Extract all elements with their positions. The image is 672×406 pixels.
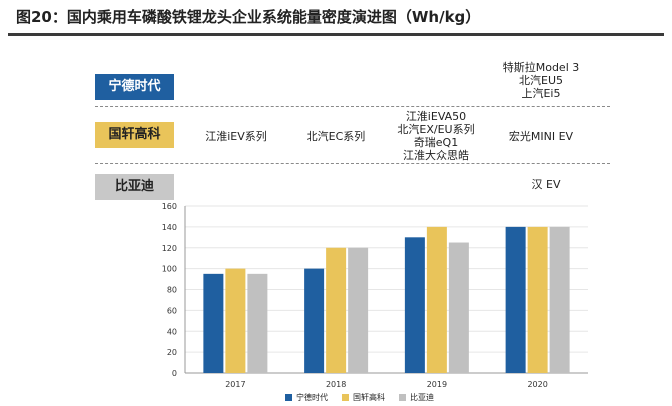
y-tick-label: 20	[167, 348, 177, 357]
legend-label: 宁德时代	[296, 393, 328, 402]
bar	[348, 247, 369, 373]
y-tick-label: 0	[172, 369, 177, 378]
annotation-line: 北汽EU5	[519, 74, 563, 87]
legend-label: 比亚迪	[410, 393, 434, 402]
annotation-line: 江淮iEVA50	[405, 110, 467, 123]
annotation-gx-2017: 江淮iEV系列	[196, 130, 276, 143]
band-gx: 国轩高科	[95, 122, 174, 148]
title-rule	[8, 33, 664, 36]
annotation-byd-2020: 汉 EV	[516, 178, 576, 191]
x-tick-label: 2019	[427, 380, 447, 389]
bar	[448, 242, 469, 373]
divider-1	[95, 106, 610, 107]
bar	[247, 273, 268, 373]
annotation-line: 奇瑞eQ1	[413, 136, 459, 149]
bar	[304, 268, 325, 373]
annotation-line: 宏光MINI EV	[508, 130, 574, 143]
bar	[225, 268, 246, 373]
bar	[404, 237, 425, 373]
divider-2	[95, 163, 610, 164]
annotation-gx-2018: 北汽EC系列	[296, 130, 376, 143]
bar	[527, 226, 548, 373]
band-catl: 宁德时代	[95, 74, 174, 100]
annotation-line: 上汽Ei5	[521, 87, 561, 100]
y-tick-label: 40	[167, 327, 177, 336]
y-tick-label: 80	[167, 286, 177, 295]
y-tick-label: 120	[162, 244, 177, 253]
y-tick-label: 140	[162, 223, 177, 232]
y-tick-label: 60	[167, 306, 177, 315]
legend-swatch	[342, 394, 349, 401]
annotation-gx-2020: 宏光MINI EV	[496, 130, 586, 143]
annotation-line: 江淮iEV系列	[205, 130, 267, 143]
bar	[549, 226, 570, 373]
x-tick-label: 2017	[225, 380, 245, 389]
legend-label: 国轩高科	[353, 393, 385, 402]
annotation-line: 江淮大众思皓	[403, 149, 469, 162]
x-tick-label: 2020	[527, 380, 547, 389]
legend-swatch	[399, 394, 406, 401]
legend-item-byd: 比亚迪	[399, 392, 434, 403]
legend-item-gx: 国轩高科	[342, 392, 385, 403]
x-tick-label: 2018	[326, 380, 346, 389]
y-tick-label: 100	[162, 265, 177, 274]
legend: 宁德时代 国轩高科 比亚迪	[285, 392, 434, 403]
legend-item-catl: 宁德时代	[285, 392, 328, 403]
chart-title: 图20：国内乘用车磷酸铁锂龙头企业系统能量密度演进图（Wh/kg）	[16, 8, 481, 26]
bar	[326, 247, 347, 373]
y-tick-label: 160	[162, 202, 177, 211]
bar	[505, 226, 526, 373]
bar	[426, 226, 447, 373]
band-byd: 比亚迪	[95, 174, 174, 200]
annotation-gx-2019: 江淮iEVA50 北汽EX/EU系列 奇瑞eQ1 江淮大众思皓	[386, 110, 486, 162]
bar	[203, 273, 224, 373]
annotation-line: 北汽EX/EU系列	[397, 123, 475, 136]
legend-swatch	[285, 394, 292, 401]
annotation-catl-2020: 特斯拉Model 3 北汽EU5 上汽Ei5	[496, 61, 586, 100]
annotation-line: 北汽EC系列	[306, 130, 366, 143]
annotation-line: 汉 EV	[531, 178, 561, 191]
annotation-line: 特斯拉Model 3	[502, 61, 580, 74]
